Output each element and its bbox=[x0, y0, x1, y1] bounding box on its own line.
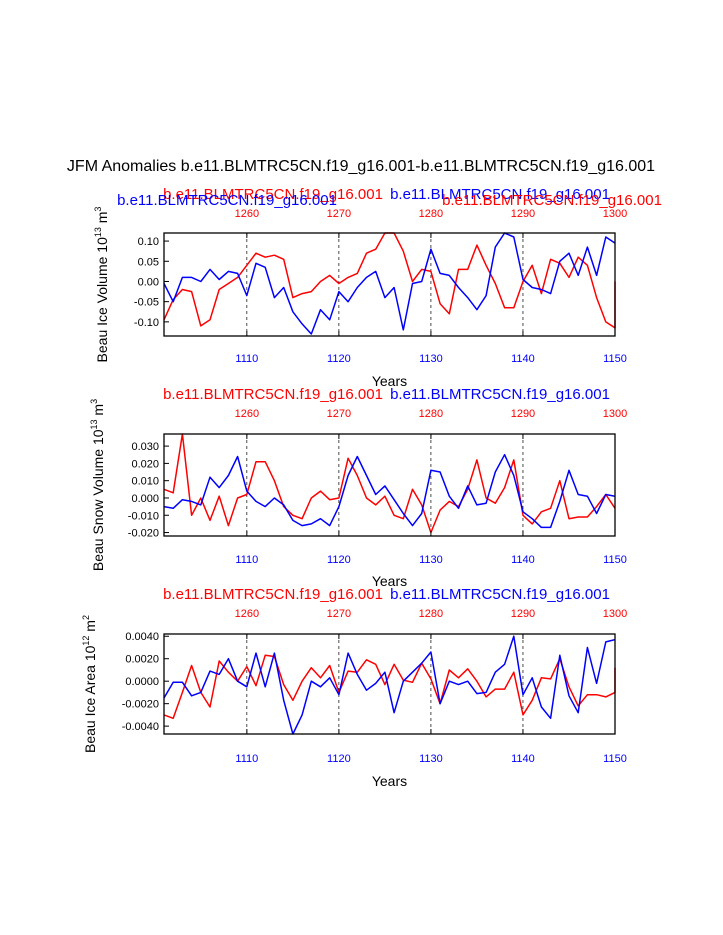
y-title-base: Beau Snow Volume 10 bbox=[90, 429, 106, 571]
x-top-tick-label: 1290 bbox=[511, 408, 535, 420]
x-top-tick-label: 1270 bbox=[327, 608, 351, 620]
y-title-unit: m bbox=[82, 620, 98, 636]
y-tick-label: 0.020 bbox=[131, 458, 159, 470]
y-tick-label: -0.020 bbox=[128, 528, 159, 540]
y-axis-title: Beau Ice Area 1012 m2 bbox=[81, 615, 98, 753]
x-top-tick-label: 1260 bbox=[235, 408, 259, 420]
y-tick-label: 0.0020 bbox=[125, 654, 159, 666]
x-axis-title: Years bbox=[372, 373, 407, 389]
y-tick-label: 0.05 bbox=[138, 256, 159, 268]
top-axis-label-red: b.e11.BLMTRC5CN.f19_g16.001 bbox=[163, 186, 383, 203]
x-bottom-tick-label: 1120 bbox=[327, 554, 351, 566]
x-top-tick-label: 1300 bbox=[603, 208, 627, 220]
x-bottom-tick-label: 1120 bbox=[327, 753, 351, 765]
y-title-unit: m bbox=[90, 404, 106, 420]
x-top-tick-label: 1270 bbox=[327, 408, 351, 420]
y-tick-label: 0.000 bbox=[131, 493, 159, 505]
top-axis-label-red: b.e11.BLMTRC5CN.f19_g16.001 bbox=[163, 586, 383, 603]
series-line-red bbox=[163, 433, 616, 534]
top-axis-label-blue: b.e11.BLMTRC5CN.f19_g16.001 bbox=[390, 186, 610, 203]
y-title-unit-exp: 3 bbox=[89, 399, 99, 404]
plot-frame bbox=[163, 232, 616, 337]
x-top-tick-label: 1280 bbox=[419, 208, 443, 220]
series-line-red bbox=[163, 232, 616, 329]
y-tick-label: 0.10 bbox=[138, 236, 159, 248]
plot-frame bbox=[163, 633, 616, 735]
plot-frame bbox=[163, 433, 616, 537]
y-tick-label: -0.0020 bbox=[122, 699, 159, 711]
y-axis-title: Beau Ice Volume 1013 m3 bbox=[93, 207, 110, 363]
x-bottom-tick-label: 1140 bbox=[511, 353, 535, 365]
y-tick-label: 0.010 bbox=[131, 476, 159, 488]
x-bottom-tick-label: 1110 bbox=[235, 753, 258, 765]
y-tick-label: -0.0040 bbox=[122, 721, 159, 733]
x-bottom-tick-label: 1130 bbox=[419, 753, 443, 765]
y-tick-label: -0.010 bbox=[128, 510, 159, 522]
y-tick-label: 0.00 bbox=[138, 276, 159, 288]
x-bottom-tick-label: 1110 bbox=[235, 554, 258, 566]
figure-title: JFM Anomalies b.e11.BLMTRC5CN.f19_g16.00… bbox=[67, 158, 655, 175]
panel-ice-volume: 0.10 0.05 0.00 -0.05 -0.10 1110 1120 1130 1140 11… bbox=[93, 186, 662, 389]
x-bottom-tick-label: 1150 bbox=[603, 554, 627, 566]
y-title-exp: 13 bbox=[89, 419, 99, 429]
x-top-tick-label: 1290 bbox=[511, 608, 535, 620]
x-top-tick-label: 1300 bbox=[603, 608, 627, 620]
y-tick-label: 0.0040 bbox=[125, 631, 159, 643]
y-tick-label: -0.05 bbox=[134, 297, 159, 309]
x-bottom-tick-label: 1140 bbox=[511, 554, 535, 566]
panel-snow-volume: 0.030 0.020 0.010 0.000 -0.010 -0.020 1110 1120… bbox=[89, 386, 627, 589]
y-title-unit-exp: 3 bbox=[93, 207, 103, 212]
x-bottom-tick-label: 1120 bbox=[327, 353, 351, 365]
y-tick-label: 0.030 bbox=[131, 441, 159, 453]
y-title-base: Beau Ice Volume 10 bbox=[94, 237, 110, 363]
x-axis-title: Years bbox=[372, 573, 407, 589]
x-bottom-tick-label: 1110 bbox=[235, 353, 258, 365]
series-line-blue bbox=[163, 453, 616, 529]
x-top-tick-label: 1300 bbox=[603, 408, 627, 420]
y-title-exp: 13 bbox=[93, 227, 103, 237]
x-bottom-tick-label: 1140 bbox=[511, 753, 535, 765]
y-axis-title: Beau Snow Volume 1013 m3 bbox=[89, 399, 106, 571]
x-top-tick-label: 1260 bbox=[235, 608, 259, 620]
x-top-tick-label: 1280 bbox=[419, 608, 443, 620]
x-bottom-tick-label: 1130 bbox=[419, 353, 443, 365]
top-axis-label-blue: b.e11.BLMTRC5CN.f19_g16.001 bbox=[390, 386, 610, 403]
x-top-tick-label: 1270 bbox=[327, 208, 351, 220]
panel-ice-area: 0.0040 0.0020 0.0000 -0.0020 -0.0040 1110 1120… bbox=[81, 586, 627, 789]
x-axis-title: Years bbox=[372, 773, 407, 789]
y-title-unit: m bbox=[94, 212, 110, 228]
overlap-series-label: b.e11.BLMTRC5CN.f19_g16.001 bbox=[117, 192, 337, 209]
series-line-blue bbox=[163, 635, 616, 735]
x-bottom-tick-label: 1150 bbox=[603, 353, 627, 365]
x-bottom-tick-label: 1150 bbox=[603, 753, 627, 765]
series-line-red bbox=[163, 654, 616, 720]
top-axis-label-red: b.e11.BLMTRC5CN.f19_g16.001 bbox=[163, 386, 383, 403]
top-axis-label-blue: b.e11.BLMTRC5CN.f19_g16.001 bbox=[390, 586, 610, 603]
x-top-tick-label: 1260 bbox=[235, 208, 259, 220]
y-title-unit-exp: 2 bbox=[81, 615, 91, 620]
y-title-exp: 12 bbox=[81, 636, 91, 646]
x-bottom-tick-label: 1130 bbox=[419, 554, 443, 566]
x-top-tick-label: 1290 bbox=[511, 208, 535, 220]
series-line-blue bbox=[163, 232, 616, 335]
y-title-base: Beau Ice Area 10 bbox=[82, 645, 98, 753]
y-tick-label: 0.0000 bbox=[125, 676, 159, 688]
x-top-tick-label: 1280 bbox=[419, 408, 443, 420]
overlap-series-label: b.e11.BLMTRC5CN.f19_g16.001 bbox=[442, 192, 662, 209]
y-tick-label: -0.10 bbox=[134, 317, 159, 329]
